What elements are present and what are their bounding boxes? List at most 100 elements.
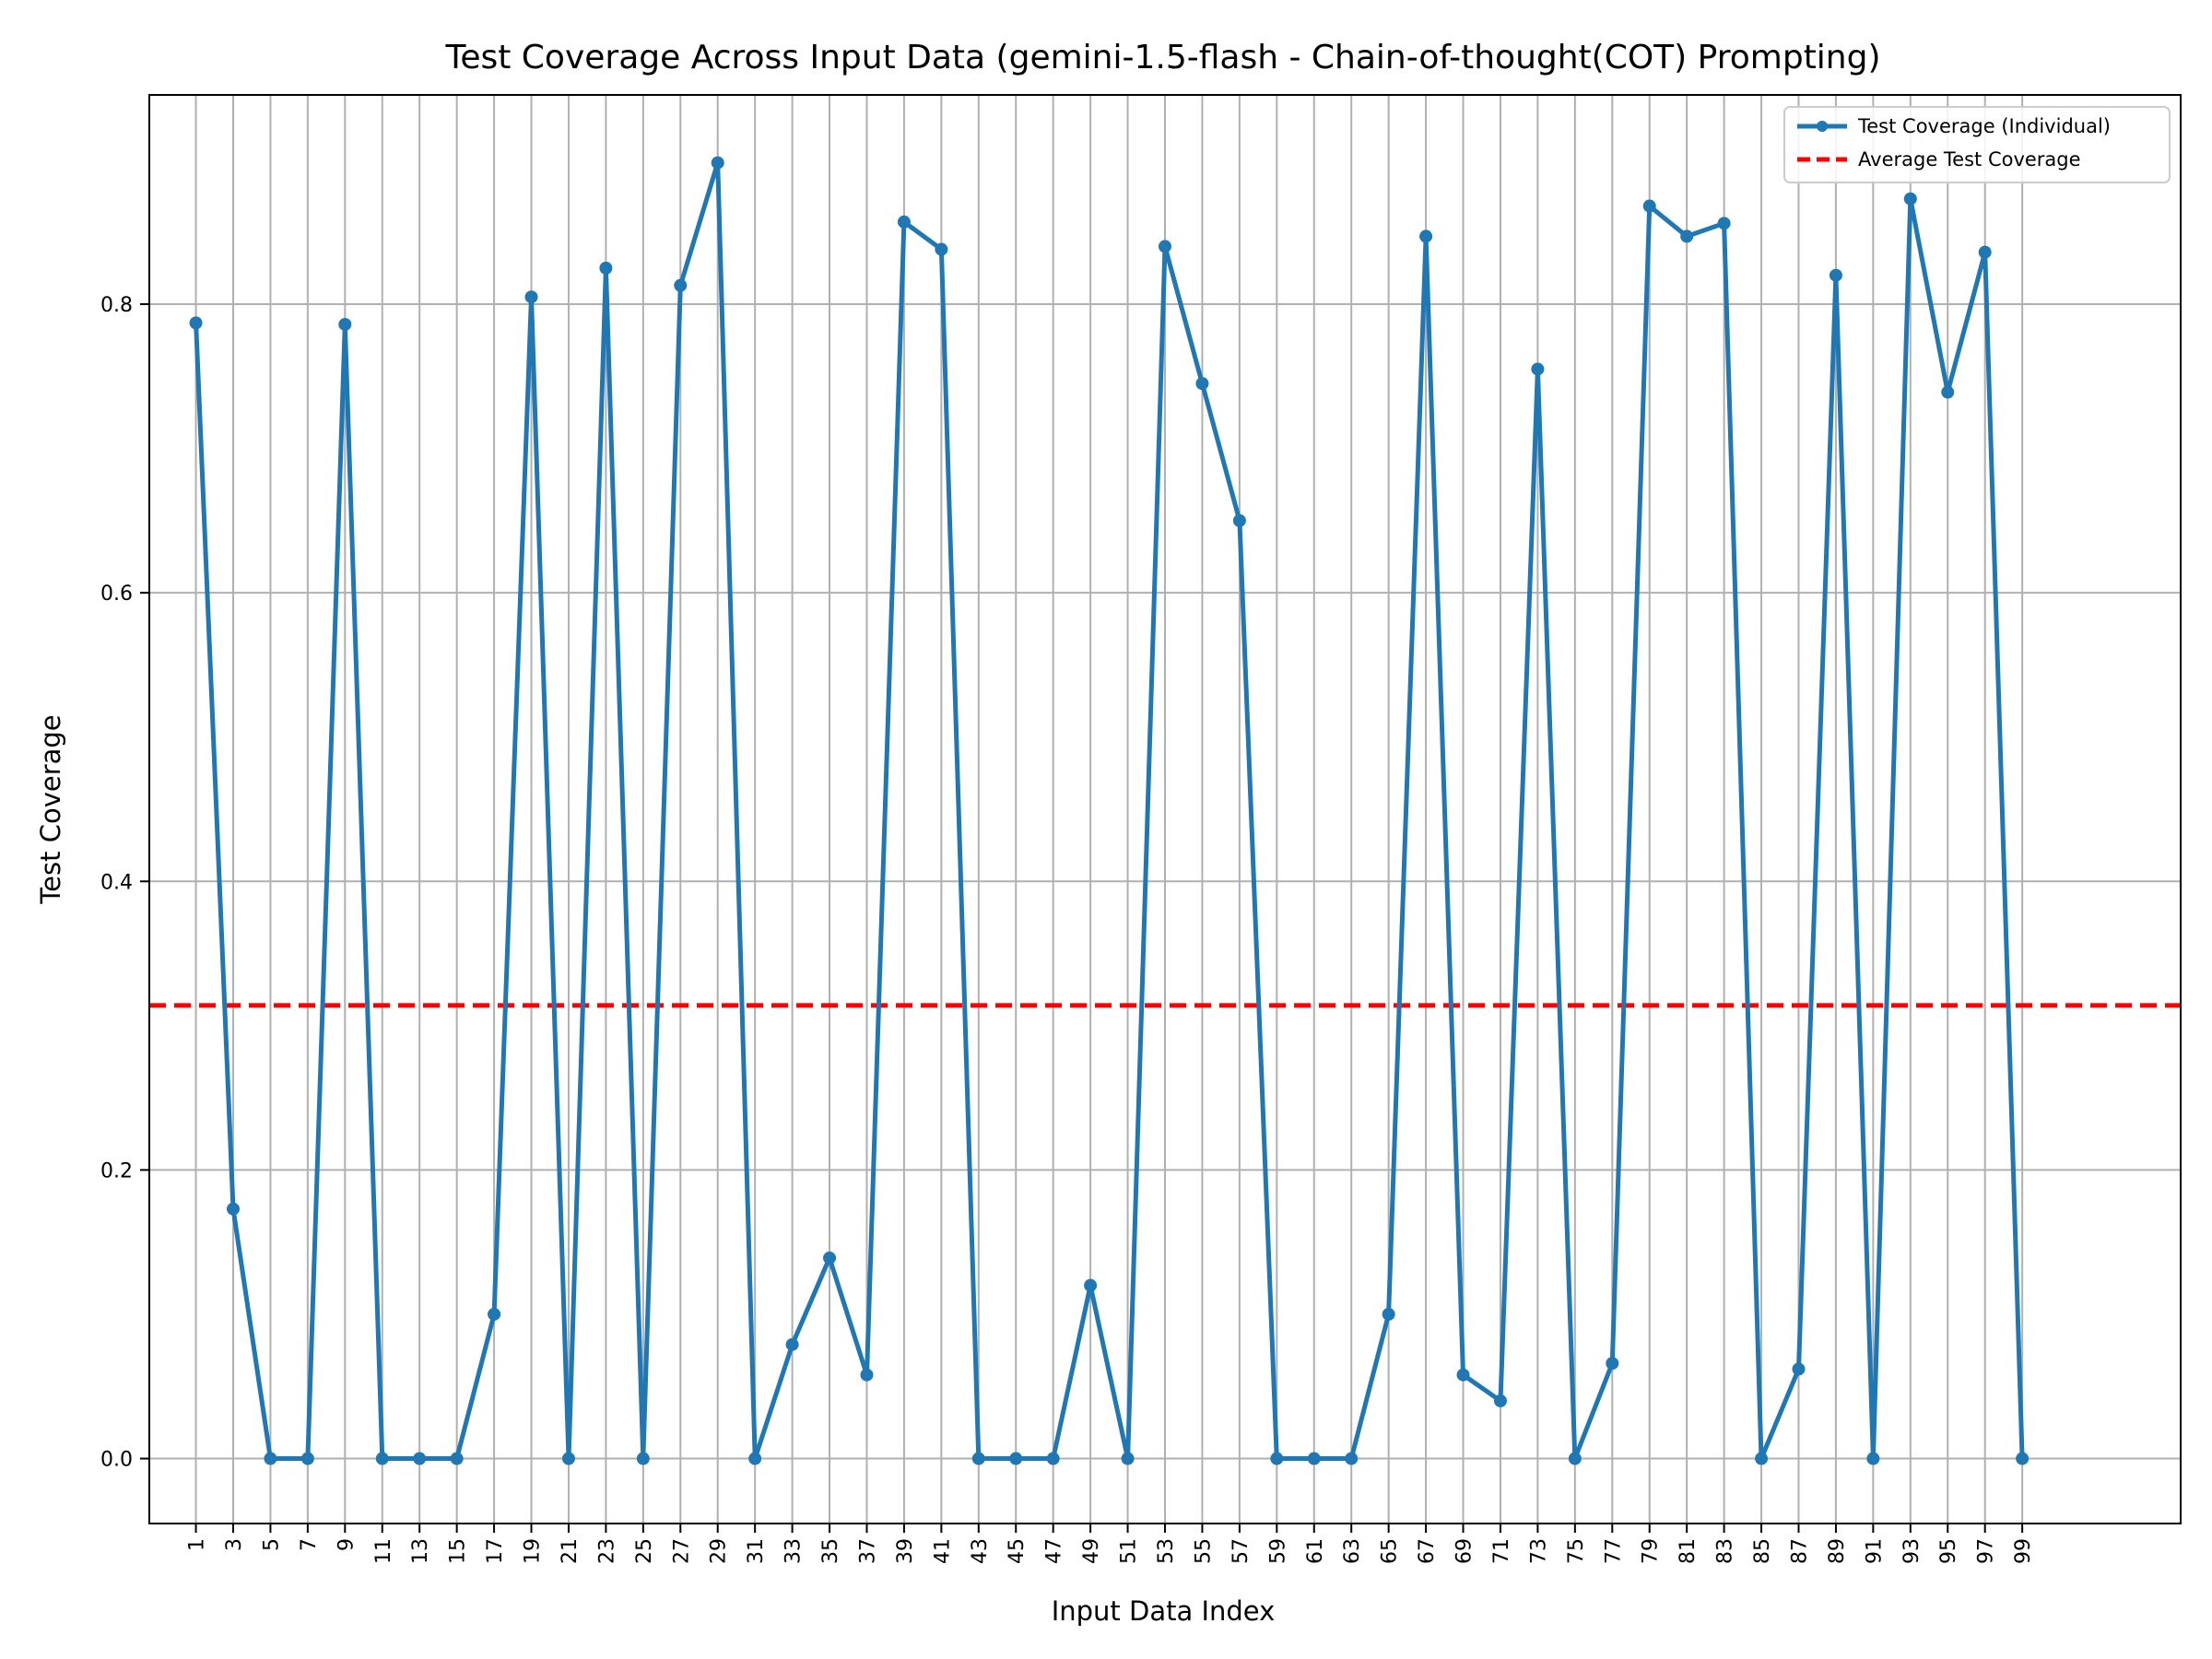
x-tick-label: 39 (894, 1538, 917, 1564)
x-tick-label: 53 (1155, 1538, 1178, 1564)
data-point (897, 215, 911, 229)
data-point (524, 290, 538, 304)
data-point (264, 1452, 277, 1465)
x-tick-label: 75 (1565, 1538, 1588, 1564)
data-point (860, 1368, 874, 1382)
legend-box (1783, 106, 2171, 183)
data-point (1680, 229, 1694, 243)
x-tick-label: 37 (856, 1538, 879, 1564)
data-point (413, 1452, 427, 1465)
x-tick-label: 19 (522, 1538, 545, 1564)
x-tick-label: 21 (559, 1538, 582, 1564)
data-point (338, 317, 352, 331)
data-point (189, 316, 203, 330)
y-axis-label: Test Coverage (35, 714, 66, 904)
x-tick-label: 29 (708, 1538, 731, 1564)
y-tick-label: 0.8 (100, 294, 133, 317)
x-tick-label: 73 (1527, 1538, 1550, 1564)
y-tick-label: 0.2 (100, 1159, 133, 1182)
x-tick-label: 7 (298, 1538, 321, 1551)
x-tick-label: 45 (1006, 1538, 1029, 1564)
x-tick-label: 99 (2012, 1538, 2035, 1564)
x-tick-label: 49 (1080, 1538, 1103, 1564)
x-tick-label: 43 (969, 1538, 992, 1564)
data-point (1606, 1357, 1619, 1371)
x-tick-label: 27 (670, 1538, 693, 1564)
data-point (1941, 385, 1955, 399)
data-point (1531, 362, 1545, 376)
data-point (2016, 1452, 2030, 1465)
data-point (1232, 513, 1246, 527)
axis-ticks: 1 3 5 7 9 11 13 15 17 19 21 23 25 27 29 31 33 35 37 39 41 43 4… (100, 294, 2035, 1564)
legend-label-average: Average Test Coverage (1858, 148, 2081, 171)
x-tick-label: 13 (409, 1538, 432, 1564)
legend-label-individual: Test Coverage (Individual) (1857, 115, 2111, 137)
data-point (375, 1452, 389, 1465)
data-point (748, 1452, 762, 1465)
data-point (1307, 1452, 1321, 1465)
x-tick-label: 69 (1453, 1538, 1477, 1564)
data-point (1755, 1452, 1769, 1465)
data-point (971, 1452, 985, 1465)
data-point (1829, 268, 1842, 282)
x-tick-label: 81 (1677, 1538, 1700, 1564)
data-point (1084, 1278, 1098, 1292)
data-point (674, 278, 688, 292)
legend-marker-individual (1817, 121, 1828, 132)
y-tick-label: 0.6 (100, 582, 133, 606)
data-point (1345, 1452, 1359, 1465)
data-point (1009, 1452, 1023, 1465)
data-point (1195, 377, 1209, 391)
data-point (823, 1251, 837, 1265)
data-point (1493, 1394, 1507, 1407)
legend: Test Coverage (Individual) Average Test … (1783, 106, 2171, 183)
data-point (1978, 245, 1992, 259)
x-tick-label: 41 (931, 1538, 954, 1564)
x-tick-label: 11 (372, 1538, 395, 1564)
x-tick-label: 59 (1266, 1538, 1289, 1564)
x-tick-label: 77 (1602, 1538, 1625, 1564)
x-tick-label: 17 (484, 1538, 507, 1564)
x-tick-label: 63 (1341, 1538, 1364, 1564)
x-tick-label: 9 (335, 1538, 358, 1551)
data-point (1903, 192, 1917, 206)
x-tick-label: 91 (1863, 1538, 1886, 1564)
x-tick-label: 89 (1826, 1538, 1849, 1564)
data-point (300, 1452, 314, 1465)
x-tick-label: 85 (1751, 1538, 1774, 1564)
x-tick-label: 57 (1230, 1538, 1253, 1564)
data-point (599, 261, 613, 275)
x-tick-label: 35 (819, 1538, 842, 1564)
data-point (1866, 1452, 1880, 1465)
chart-title: Test Coverage Across Input Data (gemini-… (444, 39, 1880, 76)
series-line-individual (194, 160, 2025, 1461)
data-point (711, 156, 724, 170)
x-tick-label: 65 (1379, 1538, 1402, 1564)
data-point (226, 1202, 240, 1216)
x-tick-label: 1 (186, 1538, 209, 1551)
x-tick-label: 51 (1118, 1538, 1141, 1564)
data-point (488, 1307, 501, 1321)
data-point (1121, 1452, 1135, 1465)
data-point (450, 1452, 464, 1465)
x-tick-label: 83 (1714, 1538, 1737, 1564)
data-point (1642, 199, 1656, 213)
data-point (636, 1452, 650, 1465)
x-tick-label: 93 (1900, 1538, 1924, 1564)
x-tick-label: 31 (745, 1538, 768, 1564)
x-tick-label: 95 (1937, 1538, 1960, 1564)
data-point (1419, 229, 1433, 243)
y-tick-label: 0.0 (100, 1449, 133, 1472)
x-tick-label: 47 (1043, 1538, 1066, 1564)
x-axis-label: Input Data Index (1052, 1595, 1276, 1627)
x-tick-label: 25 (633, 1538, 656, 1564)
x-tick-label: 33 (782, 1538, 806, 1564)
data-point (1717, 217, 1731, 230)
x-tick-label: 87 (1788, 1538, 1811, 1564)
x-tick-label: 71 (1490, 1538, 1513, 1564)
y-tick-label: 0.4 (100, 871, 133, 894)
x-tick-label: 23 (595, 1538, 618, 1564)
x-tick-label: 61 (1304, 1538, 1327, 1564)
